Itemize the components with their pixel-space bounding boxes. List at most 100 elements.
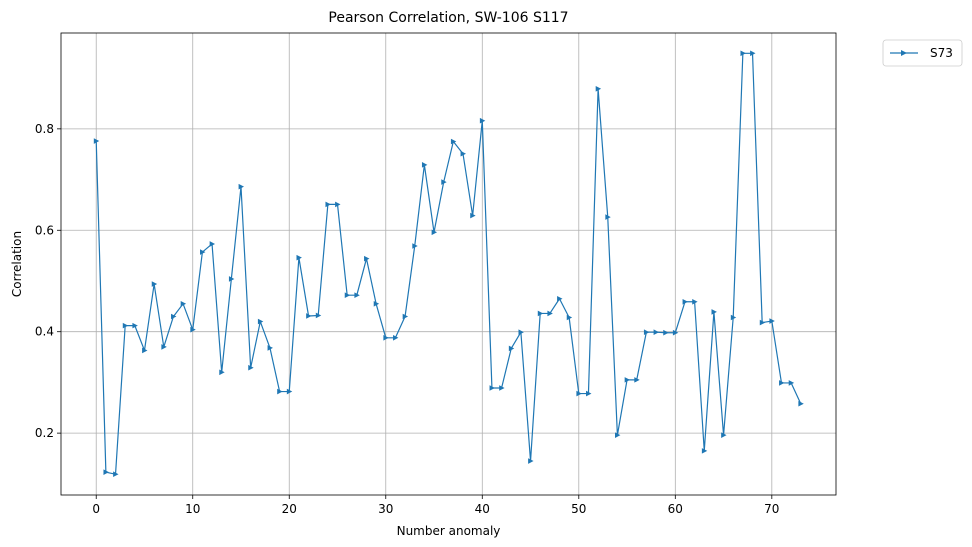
data-point bbox=[335, 201, 341, 208]
data-point bbox=[489, 385, 495, 391]
data-point bbox=[470, 212, 476, 219]
data-point bbox=[421, 162, 428, 168]
x-tick-label: 70 bbox=[764, 502, 779, 516]
legend-box bbox=[882, 39, 963, 67]
data-point bbox=[653, 329, 660, 336]
data-point bbox=[798, 400, 804, 407]
data-point bbox=[286, 388, 293, 395]
data-point bbox=[190, 326, 196, 333]
y-axis-label: Correlation bbox=[10, 231, 24, 297]
legend-entry-s73: S73 bbox=[930, 46, 953, 60]
data-point bbox=[759, 319, 766, 326]
data-point bbox=[692, 298, 698, 305]
data-point bbox=[277, 388, 283, 395]
data-point bbox=[537, 310, 544, 317]
data-point bbox=[248, 364, 254, 371]
data-point bbox=[228, 276, 235, 282]
data-point bbox=[296, 254, 302, 261]
data-point bbox=[508, 345, 515, 352]
data-point bbox=[132, 322, 138, 329]
data-point bbox=[547, 310, 553, 317]
data-point bbox=[614, 432, 621, 438]
data-point bbox=[412, 243, 418, 249]
data-point bbox=[344, 292, 351, 298]
data-point bbox=[682, 298, 688, 305]
data-point bbox=[383, 334, 389, 341]
data-point bbox=[576, 390, 582, 397]
x-axis-ticks: 0 10 20 30 40 50 60 70 bbox=[92, 495, 779, 516]
grid-lines bbox=[61, 33, 836, 495]
data-point bbox=[663, 329, 669, 336]
data-point bbox=[393, 334, 399, 341]
y-tick-label: 0.4 bbox=[35, 325, 54, 339]
data-point bbox=[450, 138, 457, 145]
data-point bbox=[586, 390, 592, 397]
data-point bbox=[595, 85, 602, 92]
x-tick-label: 50 bbox=[571, 502, 586, 516]
data-point bbox=[557, 295, 563, 302]
data-point bbox=[779, 380, 785, 386]
y-axis-ticks: 0.2 0.4 0.6 0.8 bbox=[35, 122, 61, 440]
data-point bbox=[151, 281, 158, 287]
data-point bbox=[161, 344, 167, 350]
y-tick-label: 0.2 bbox=[35, 426, 54, 440]
x-tick-label: 20 bbox=[282, 502, 297, 516]
legend: S73 bbox=[882, 39, 963, 67]
data-point bbox=[479, 117, 486, 124]
plot-area-frame bbox=[60, 32, 837, 496]
data-point bbox=[209, 241, 216, 247]
data-point bbox=[402, 313, 409, 320]
legend-marker-icon bbox=[901, 50, 907, 56]
data-point bbox=[113, 471, 119, 478]
x-tick-label: 60 bbox=[668, 502, 683, 516]
data-point bbox=[721, 432, 727, 438]
data-point bbox=[634, 377, 640, 383]
x-tick-label: 40 bbox=[475, 502, 490, 516]
data-point bbox=[93, 138, 100, 144]
y-tick-label: 0.6 bbox=[35, 223, 54, 237]
data-point bbox=[122, 322, 129, 329]
data-point bbox=[769, 318, 775, 324]
data-point bbox=[180, 301, 187, 307]
data-point bbox=[325, 201, 331, 208]
chart-title: Pearson Correlation, SW-106 S117 bbox=[328, 10, 568, 26]
data-point bbox=[750, 50, 756, 57]
data-point bbox=[103, 469, 109, 475]
y-tick-label: 0.8 bbox=[35, 122, 54, 136]
data-point bbox=[199, 249, 206, 255]
data-point bbox=[441, 179, 447, 185]
data-point bbox=[354, 292, 360, 298]
data-point bbox=[171, 313, 177, 320]
data-point bbox=[142, 347, 148, 354]
data-point bbox=[364, 255, 370, 262]
data-point bbox=[257, 318, 264, 325]
data-point bbox=[788, 380, 795, 386]
data-point bbox=[528, 458, 534, 464]
x-tick-label: 10 bbox=[185, 502, 200, 516]
data-point bbox=[238, 183, 244, 190]
data-point bbox=[431, 229, 438, 236]
x-tick-label: 0 bbox=[92, 502, 100, 516]
data-point bbox=[711, 309, 717, 315]
data-point bbox=[306, 313, 312, 319]
data-point bbox=[672, 329, 679, 336]
data-point bbox=[566, 314, 573, 321]
data-point bbox=[460, 150, 466, 157]
x-axis-label: Number anomaly bbox=[397, 524, 501, 538]
data-point bbox=[730, 314, 737, 321]
data-point bbox=[643, 329, 650, 336]
data-point bbox=[219, 369, 225, 376]
data-point bbox=[518, 329, 524, 336]
series-line-s73 bbox=[95, 52, 802, 475]
x-tick-label: 30 bbox=[378, 502, 393, 516]
data-point bbox=[605, 214, 611, 220]
data-point bbox=[315, 312, 322, 319]
data-point bbox=[740, 50, 746, 57]
series-layer bbox=[93, 50, 804, 478]
data-point bbox=[701, 448, 708, 454]
data-point bbox=[373, 301, 380, 307]
data-point bbox=[624, 377, 631, 383]
data-point bbox=[267, 345, 273, 351]
data-point bbox=[499, 385, 505, 391]
